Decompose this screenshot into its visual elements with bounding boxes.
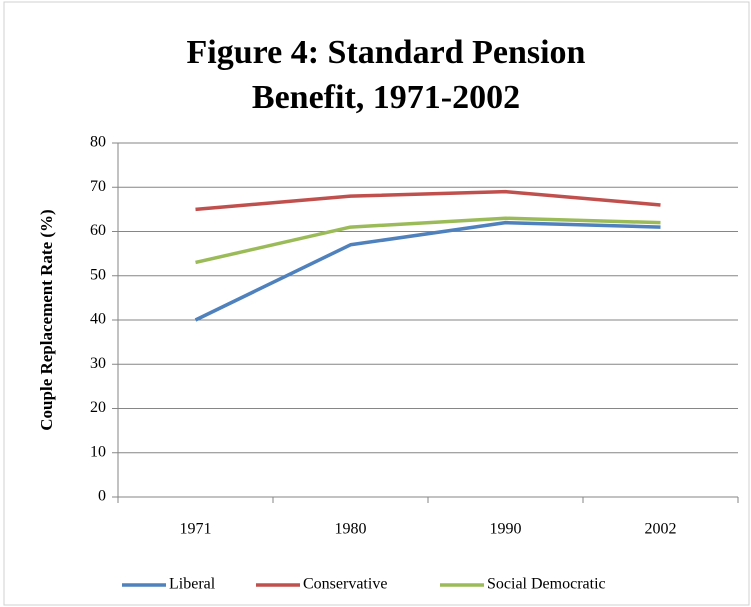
- x-tick-label: 1971: [180, 521, 212, 538]
- y-axis-label: Couple Replacement Rate (%): [37, 209, 56, 430]
- y-tick-label: 70: [90, 178, 106, 195]
- x-tick-label: 1980: [335, 521, 367, 538]
- data-line: [195, 189, 661, 212]
- y-tick-label: 40: [90, 311, 106, 328]
- x-tick-label: 1990: [490, 521, 522, 538]
- y-tick-label: 60: [90, 222, 106, 239]
- data-line: [195, 216, 661, 265]
- chart-title: Figure 4: Standard Pension: [187, 34, 586, 71]
- legend-label: Conservative: [303, 576, 387, 593]
- data-line: [194, 220, 661, 322]
- y-tick-label: 30: [90, 355, 106, 372]
- x-tick-label: 2002: [645, 521, 677, 538]
- legend-label: Social Democratic: [487, 576, 606, 593]
- legend-label: Liberal: [169, 576, 216, 593]
- y-tick-label: 20: [90, 399, 106, 416]
- chart-frame: [3, 1, 750, 606]
- y-tick-label: 0: [98, 488, 106, 505]
- chart-title: Benefit, 1971-2002: [252, 79, 520, 116]
- y-tick-label: 10: [90, 443, 106, 460]
- y-tick-label: 80: [90, 134, 106, 151]
- y-tick-label: 50: [90, 266, 106, 283]
